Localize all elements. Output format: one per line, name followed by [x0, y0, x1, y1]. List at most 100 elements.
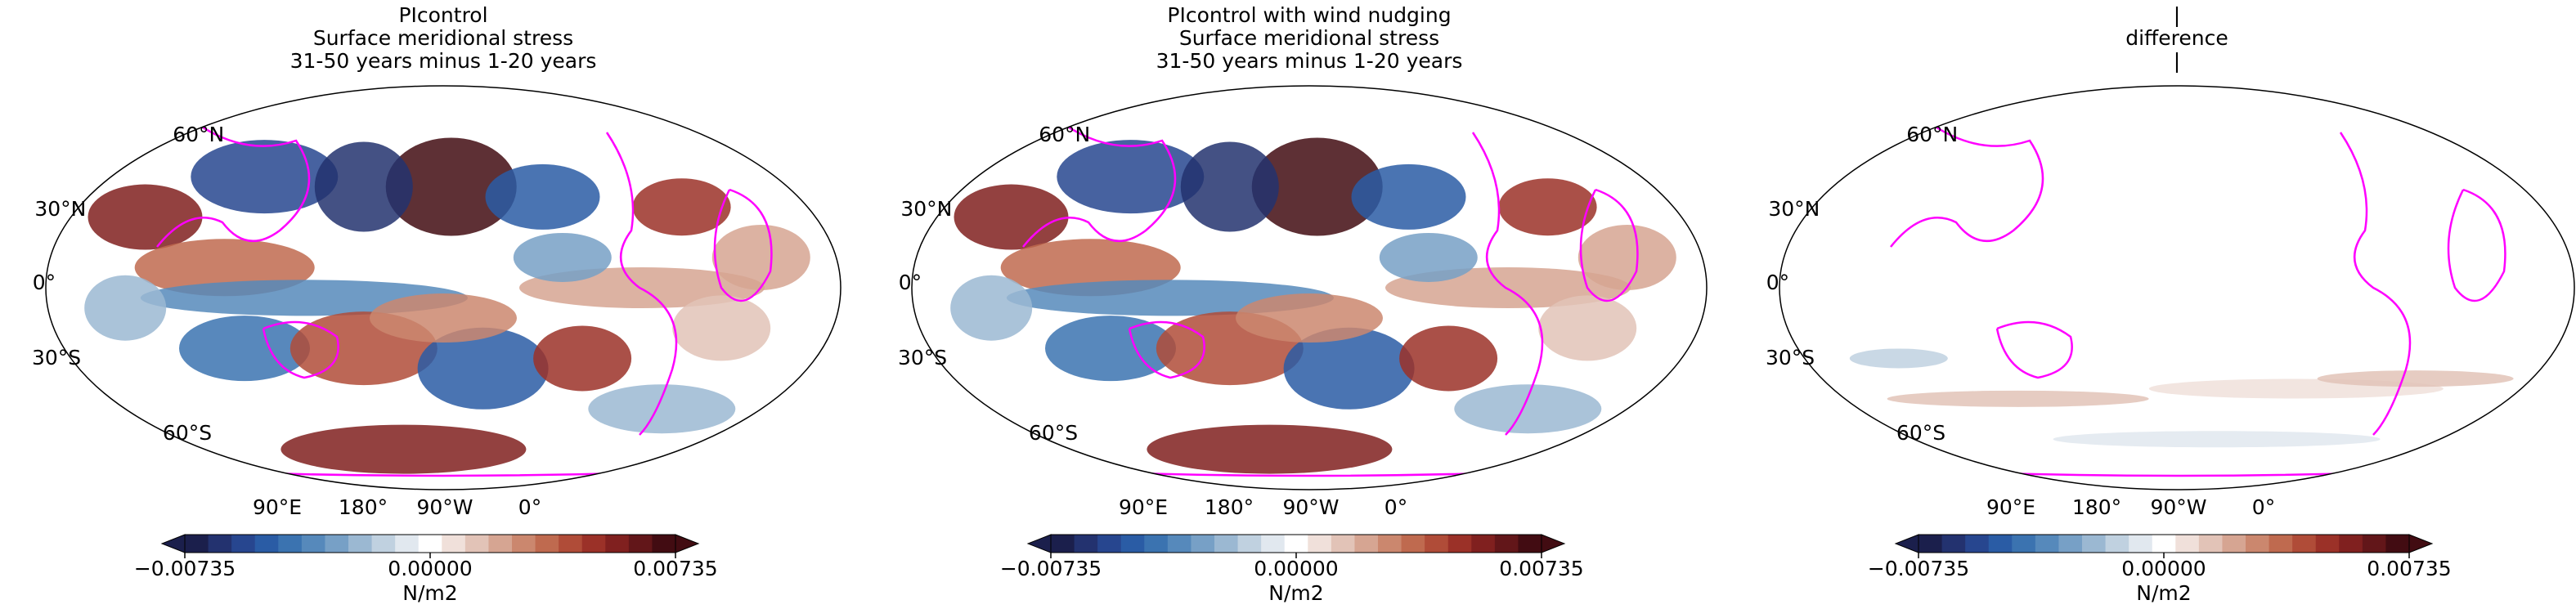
field [1784, 123, 2570, 477]
field-patch [1251, 137, 1383, 236]
colorbar-swatch [325, 535, 349, 553]
colorbar-swatch [1471, 535, 1496, 553]
lon-label: 0° [2252, 495, 2275, 519]
lat-label: 60°N [173, 123, 224, 146]
colorbar-swatch [652, 535, 676, 553]
colorbar-swatch [2152, 535, 2176, 553]
colorbar-swatch [301, 535, 325, 553]
panel-title: | [2174, 3, 2180, 27]
lat-label: 60°S [1029, 421, 1078, 445]
lat-label: 60°N [1039, 123, 1090, 146]
colorbar: −0.00735 0.00000 0.00735 N/m2 [1868, 534, 2452, 605]
lon-label: 90°E [253, 495, 302, 519]
colorbar-swatch [1120, 535, 1145, 553]
colorbar-label: N/m2 [2136, 581, 2191, 605]
map-panel [45, 85, 841, 490]
colorbar-swatch [1237, 535, 1262, 553]
colorbar-swatch [395, 535, 420, 553]
coastline [156, 123, 311, 248]
panel-title: PIcontrol [398, 3, 487, 27]
colorbar-extend [160, 534, 186, 553]
panel-title: Surface meridional stress [1179, 26, 1439, 50]
lat-label: 60°S [163, 421, 212, 445]
panel-title: 31-50 years minus 1-20 years [290, 49, 597, 73]
coastline [605, 132, 678, 436]
colorbar-swatch [2269, 535, 2293, 553]
field-patch [417, 327, 549, 410]
colorbar-swatch [2198, 535, 2223, 553]
field-patch [1577, 224, 1676, 290]
lat-label: 30°S [1766, 346, 1815, 369]
colorbar-swatch [2129, 535, 2153, 553]
colorbar-swatch [442, 535, 466, 553]
colorbar: −0.00735 0.00000 0.00735 N/m2 [134, 534, 718, 605]
coastline [1890, 123, 2044, 248]
coastline [1022, 123, 1177, 248]
lat-label: 30°S [898, 346, 947, 369]
colorbar-swatch [1214, 535, 1239, 553]
lat-label: 0° [1766, 271, 1789, 294]
colorbar-swatch [2035, 535, 2059, 553]
colorbar-swatch [628, 535, 653, 553]
map-frame [911, 85, 1708, 490]
colorbar-label: N/m2 [402, 581, 457, 605]
colorbar-swatch [2222, 535, 2246, 553]
panel-title: 31-50 years minus 1-20 years [1156, 49, 1463, 73]
colorbar-tick-label: −0.00735 [1000, 557, 1102, 580]
field-patch [588, 384, 736, 434]
coastline [1579, 188, 1639, 302]
field-patch [485, 163, 600, 230]
colorbar-swatch [254, 535, 279, 553]
colorbar-swatch [1191, 535, 1215, 553]
colorbar-swatch [488, 535, 513, 553]
colorbar-swatch [2315, 535, 2340, 553]
colorbar-swatch [1494, 535, 1519, 553]
colorbar-swatch [512, 535, 536, 553]
field-patch [533, 325, 632, 392]
map-panel [1779, 85, 2575, 490]
colorbar-swatch [1284, 535, 1308, 553]
colorbar-extend [1894, 534, 1919, 553]
colorbar-swatch [1144, 535, 1169, 553]
colorbar-swatch [1965, 535, 1990, 553]
colorbar-swatch [371, 535, 396, 553]
panel-title: | [2174, 49, 2180, 73]
field-patch [1538, 295, 1637, 361]
colorbar-swatch [2058, 535, 2083, 553]
colorbar-swatch [2246, 535, 2270, 553]
coastline [713, 188, 773, 302]
lon-label: 180° [2072, 495, 2121, 519]
colorbar-swatch [1261, 535, 1286, 553]
colorbar-swatch [2339, 535, 2363, 553]
coastline [2339, 132, 2412, 436]
colorbar-tick-label: 0.00000 [2121, 557, 2206, 580]
colorbar: −0.00735 0.00000 0.00735 N/m2 [1000, 534, 1584, 605]
lat-label: 30°N [900, 197, 952, 221]
colorbar-swatch [1378, 535, 1402, 553]
field-patch [370, 293, 517, 343]
colorbar-swatch [418, 535, 442, 553]
field-patch [954, 184, 1069, 250]
colorbar-swatch [1941, 535, 1966, 553]
field-patch [950, 275, 1033, 341]
lat-label: 60°N [1906, 123, 1958, 146]
colorbar-swatch [1308, 535, 1332, 553]
colorbar-tick-label: −0.00735 [1868, 557, 1969, 580]
field-patch [88, 184, 203, 250]
colorbar-swatch [535, 535, 559, 553]
colorbar-swatch [208, 535, 232, 553]
lon-label: 0° [1384, 495, 1407, 519]
map-frame [45, 85, 841, 490]
field-patch [2053, 431, 2381, 448]
colorbar-tick-label: 0.00000 [388, 557, 472, 580]
field-patch [711, 224, 810, 290]
field-patch [632, 178, 731, 236]
coastline [1128, 320, 1205, 379]
colorbar-swatch [1097, 535, 1122, 553]
coastline [262, 320, 339, 379]
field-patch [1849, 348, 1948, 369]
field-patch [1399, 325, 1498, 392]
colorbar-swatch [559, 535, 583, 553]
colorbar-swatch [1331, 535, 1355, 553]
